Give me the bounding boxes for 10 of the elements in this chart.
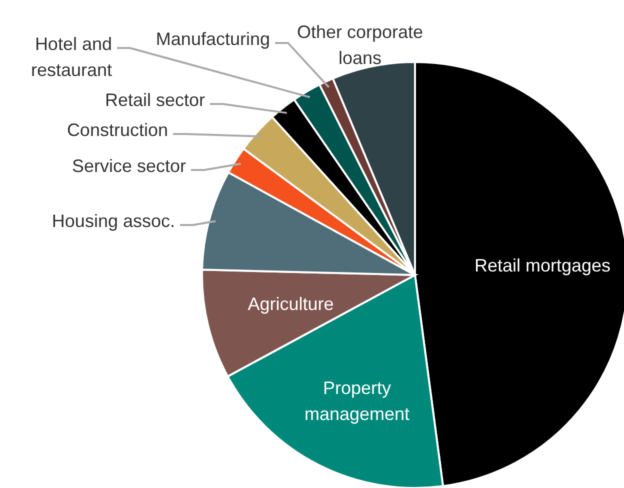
slice-label: Retail sector xyxy=(104,90,205,110)
slice-label: Manufacturing xyxy=(156,29,270,49)
slice-label: Other corporate loans xyxy=(296,22,424,68)
slice-label: Retail mortgages xyxy=(474,256,611,276)
slice-label: Hotel and restaurant xyxy=(30,34,112,80)
slice-label: Construction xyxy=(66,120,168,140)
slice-label: Housing assoc. xyxy=(52,211,175,231)
slice-label: Service sector xyxy=(72,156,186,176)
slice-label: Property management xyxy=(304,378,410,424)
slice-label: Agriculture xyxy=(248,294,334,314)
